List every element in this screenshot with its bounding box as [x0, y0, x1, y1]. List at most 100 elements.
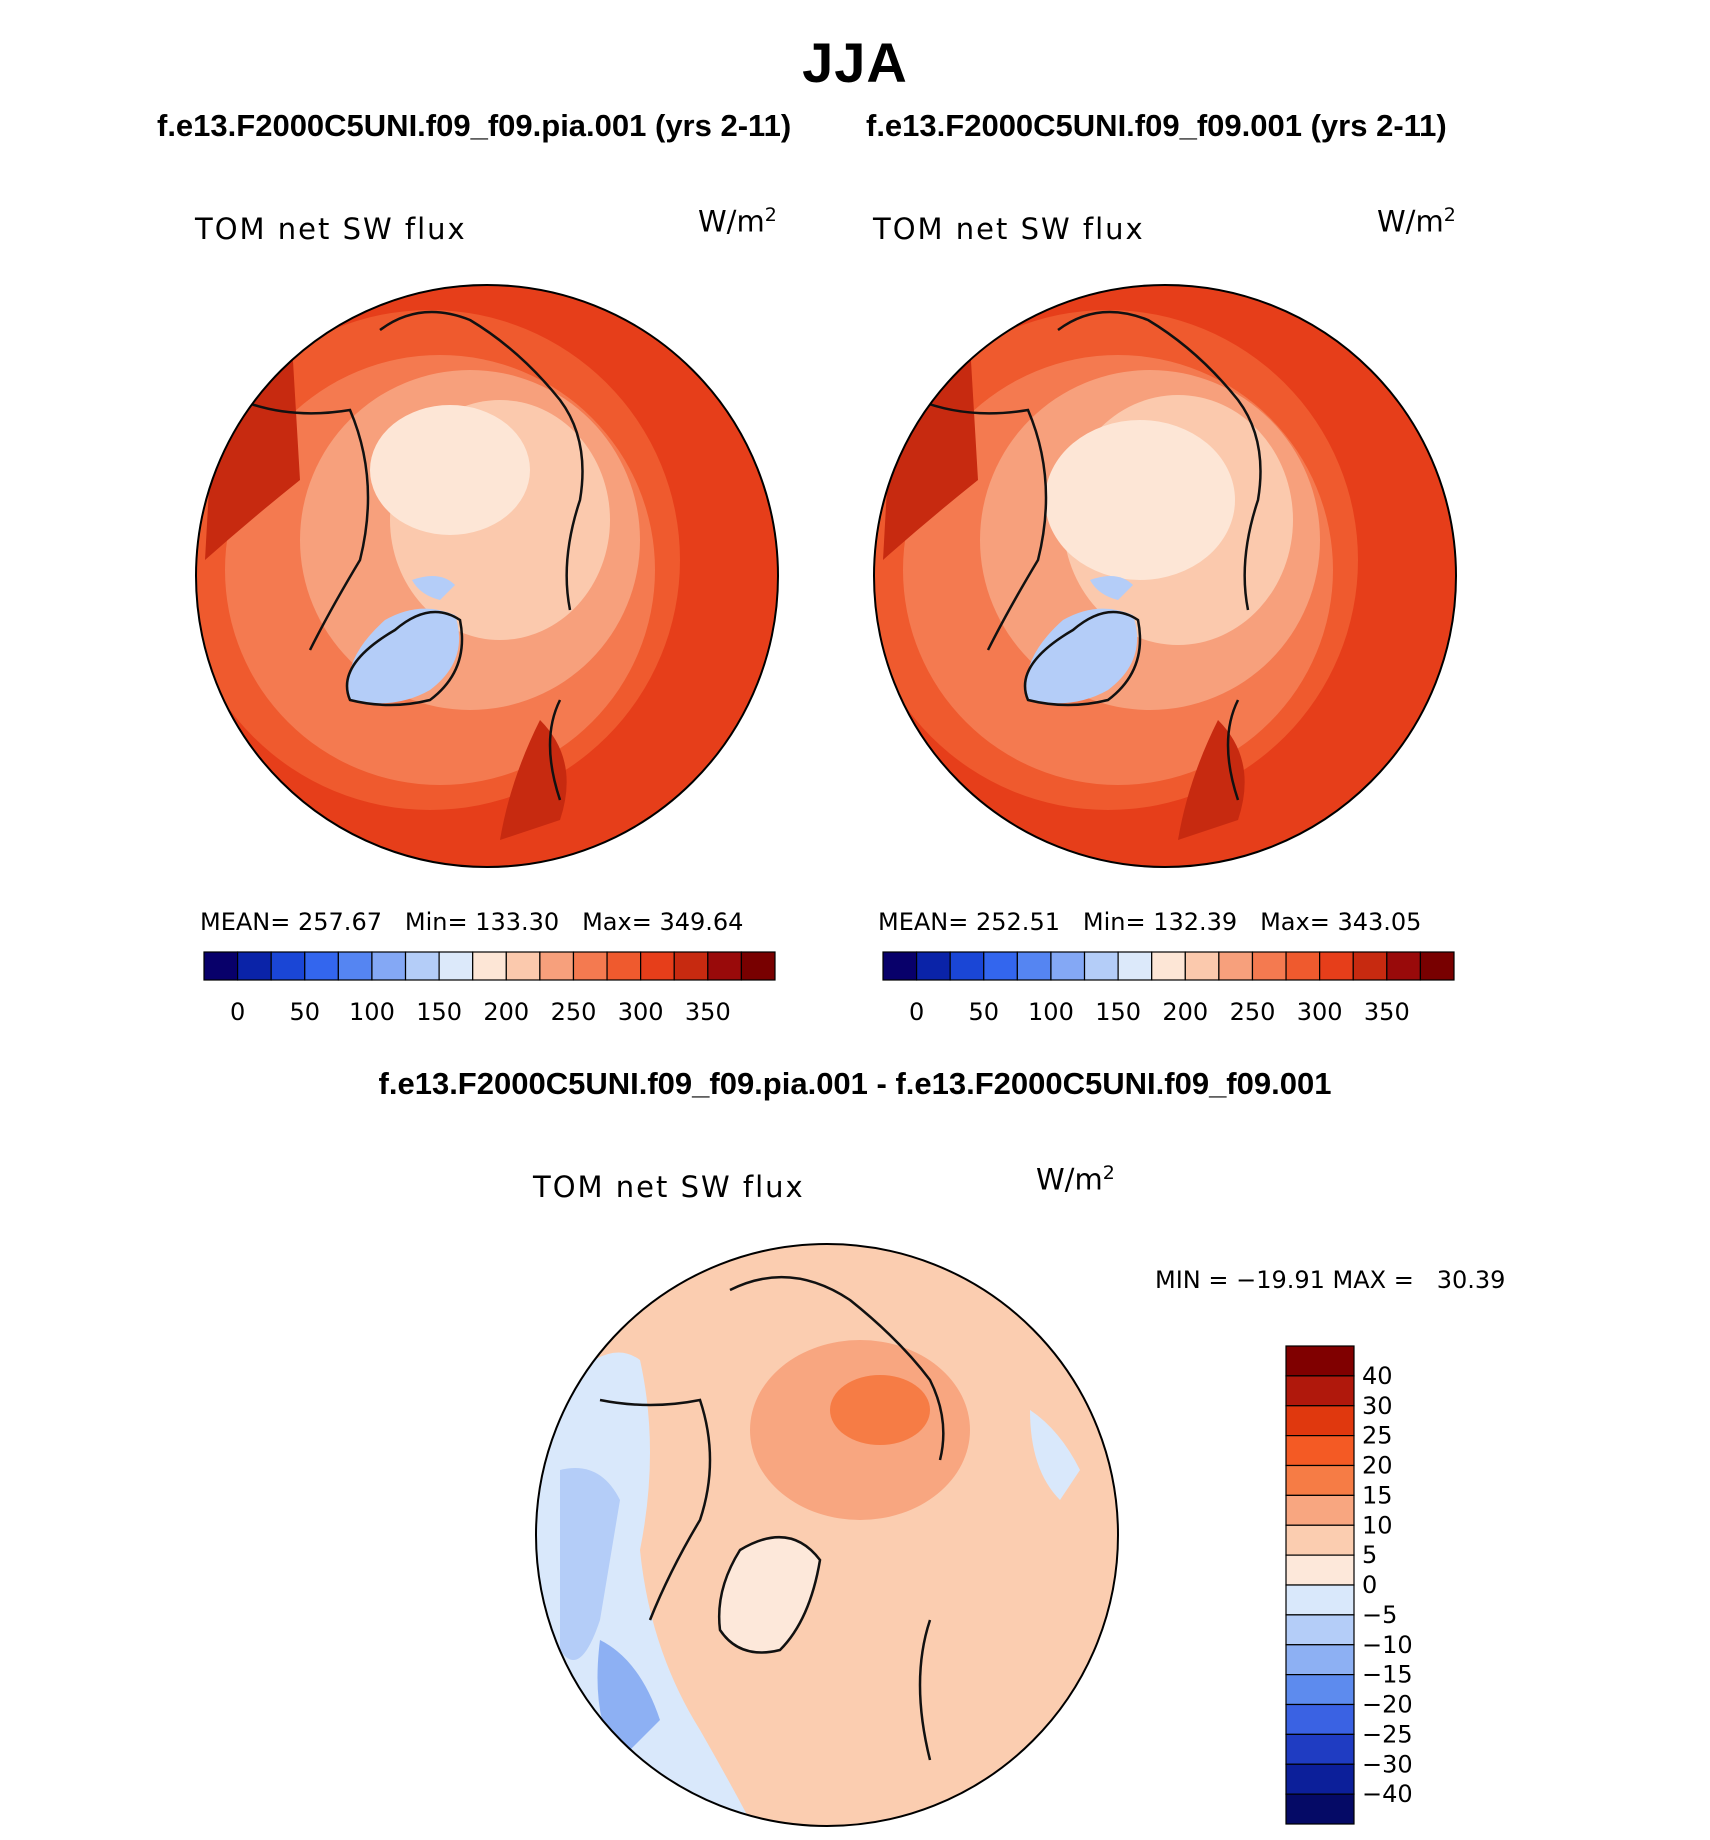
diff-colorbar-tick-label: −20 — [1362, 1691, 1413, 1719]
left-colorbar-swatch — [673, 951, 709, 981]
left-case-title: f.e13.F2000C5UNI.f09_f09.pia.001 (yrs 2-… — [157, 108, 792, 143]
right-mean-value: 252.51 — [976, 908, 1060, 936]
left-mean-value: 257.67 — [298, 908, 382, 936]
left-stats: MEAN= 257.67 Min= 133.30 Max= 349.64 — [200, 908, 743, 936]
left-colorbar-swatch — [304, 951, 339, 981]
right-colorbar-swatch — [1151, 951, 1186, 981]
right-polar-map — [874, 285, 1456, 867]
diff-map-field-negative-core-1 — [560, 1468, 620, 1660]
diff-colorbar-swatch — [1285, 1375, 1355, 1407]
diff-units-label: W/m2 — [1036, 1162, 1115, 1197]
right-colorbar-tick-label: 300 — [1297, 998, 1343, 1026]
left-variable-label: TOM net SW flux — [195, 212, 467, 246]
right-map-greenland-field — [1026, 608, 1138, 704]
diff-colorbar-swatch — [1285, 1345, 1355, 1377]
diff-minmax-text: MIN = −19.91 MAX = 30.39 — [1155, 1266, 1506, 1294]
right-colorbar-swatch — [983, 951, 1018, 981]
diff-colorbar-swatch — [1285, 1494, 1355, 1526]
left-map-arctic-island-field — [412, 576, 455, 600]
right-stats: MEAN= 252.51 Min= 132.39 Max= 343.05 — [878, 908, 1421, 936]
right-colorbar-tick-label: 100 — [1028, 998, 1074, 1026]
left-colorbar-swatch — [270, 951, 306, 981]
left-colorbar-swatch — [236, 951, 272, 981]
right-colorbar-swatch — [915, 951, 951, 981]
right-mean-label: MEAN= — [878, 908, 969, 936]
diff-map-field-negative-core-2 — [597, 1640, 660, 1760]
right-map-coastlines — [917, 310, 1262, 801]
left-colorbar-tick-label: 250 — [551, 998, 597, 1026]
figure-title: JJA — [802, 31, 908, 94]
diff-map-greenland-field — [719, 1537, 820, 1653]
right-colorbar-swatch — [1050, 951, 1086, 981]
right-colorbar-swatch — [1184, 951, 1220, 981]
diff-colorbar-swatch — [1285, 1644, 1355, 1676]
left-colorbar-swatch — [404, 951, 440, 981]
diff-colorbar-tick-label: −5 — [1362, 1601, 1397, 1629]
right-case-title: f.e13.F2000C5UNI.f09_f09.001 (yrs 2-11) — [866, 108, 1447, 143]
right-map-outline — [873, 284, 1457, 868]
right-colorbar-swatch — [1419, 951, 1455, 981]
diff-colorbar-swatch — [1285, 1584, 1355, 1616]
left-colorbar: 0 50 100 150 200 250 300 350 — [203, 951, 776, 1026]
right-max-value: 343.05 — [1337, 908, 1422, 936]
left-max-value: 349.64 — [659, 908, 744, 936]
diff-colorbar-swatch — [1285, 1405, 1355, 1437]
diff-colorbar-tick-label: −25 — [1362, 1720, 1413, 1748]
diff-colorbar-swatch — [1285, 1554, 1355, 1586]
left-map-outline — [195, 284, 779, 868]
right-colorbar-swatch — [1083, 951, 1119, 981]
diff-colorbar-tick-label: 10 — [1362, 1511, 1393, 1539]
left-colorbar-swatch — [707, 951, 743, 981]
diff-colorbar-tick-label: 20 — [1362, 1452, 1393, 1480]
right-colorbar-swatch — [1117, 951, 1153, 981]
left-colorbar-swatch — [606, 951, 642, 981]
left-map-field-center — [370, 405, 530, 535]
right-colorbar-swatch — [1016, 951, 1052, 981]
diff-colorbar-swatch — [1285, 1614, 1355, 1646]
diff-colorbar-tick-label: 30 — [1362, 1392, 1393, 1420]
left-colorbar-tick-label: 50 — [289, 998, 320, 1026]
left-colorbar-tick-label: 150 — [416, 998, 462, 1026]
right-colorbar-tick-label: 350 — [1364, 998, 1410, 1026]
right-colorbar-swatch — [1352, 951, 1388, 981]
right-colorbar-tick-label: 200 — [1162, 998, 1208, 1026]
left-colorbar-swatch — [640, 951, 675, 981]
left-colorbar-swatch — [539, 951, 575, 981]
right-colorbar-tick-label: 250 — [1230, 998, 1276, 1026]
left-max-label: Max= — [582, 908, 652, 936]
left-colorbar-swatch — [740, 951, 776, 981]
left-colorbar-swatch — [337, 951, 373, 981]
diff-colorbar-swatch — [1285, 1703, 1355, 1735]
diff-colorbar-tick-label: −30 — [1362, 1750, 1413, 1778]
left-colorbar-swatch — [472, 951, 507, 981]
diff-colorbar-tick-label: 25 — [1362, 1422, 1393, 1450]
left-colorbar-tick-label: 100 — [349, 998, 395, 1026]
left-mean-label: MEAN= — [200, 908, 291, 936]
diff-colorbar-swatch — [1285, 1435, 1355, 1467]
left-colorbar-swatch — [203, 951, 239, 981]
right-map-arctic-island-field — [1090, 576, 1133, 600]
right-min-value: 132.39 — [1153, 908, 1238, 936]
left-colorbar-tick-label: 350 — [685, 998, 731, 1026]
diff-colorbar-swatch — [1285, 1793, 1355, 1825]
right-max-label: Max= — [1260, 908, 1330, 936]
right-colorbar-swatch — [1251, 951, 1287, 981]
diff-map-coastlines — [599, 1275, 945, 1761]
diff-colorbar-tick-label: 0 — [1362, 1571, 1377, 1599]
right-colorbar-tick-label: 150 — [1095, 998, 1141, 1026]
diff-colorbar-tick-label: −15 — [1362, 1661, 1413, 1689]
diff-colorbar-swatch — [1285, 1733, 1355, 1765]
diff-map-outline — [535, 1243, 1119, 1827]
right-colorbar-swatch — [882, 951, 918, 981]
left-map-greenland-field — [348, 608, 460, 704]
left-colorbar-tick-label: 200 — [483, 998, 529, 1026]
right-variable-label: TOM net SW flux — [873, 212, 1145, 246]
right-colorbar: 0 50 100 150 200 250 300 350 — [882, 951, 1455, 1026]
diff-colorbar-tick-label: 15 — [1362, 1481, 1393, 1509]
left-colorbar-tick-label: 300 — [618, 998, 664, 1026]
left-min-label: Min= — [404, 908, 468, 936]
right-units-label: W/m2 — [1377, 204, 1456, 239]
diff-colorbar-tick-label: −40 — [1362, 1780, 1413, 1808]
diff-colorbar-swatch — [1285, 1464, 1355, 1496]
